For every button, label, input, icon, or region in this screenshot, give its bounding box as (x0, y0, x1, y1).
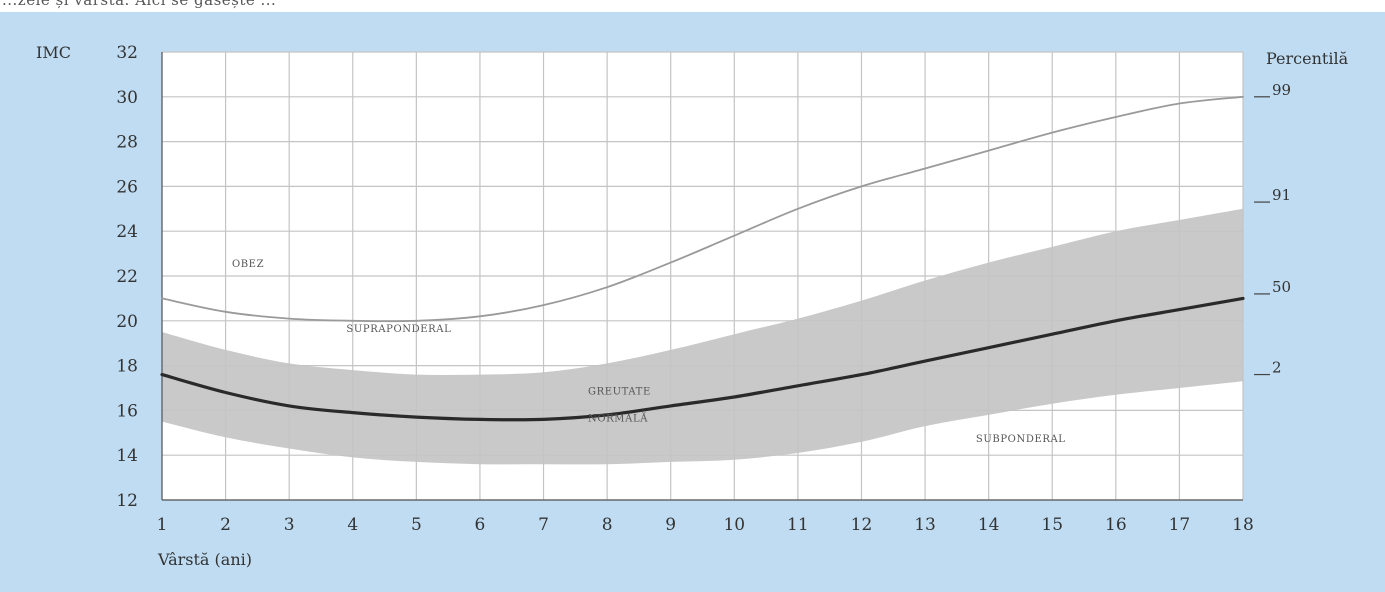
zone-label-greutate: GREUTATE (588, 387, 651, 398)
normal-weight-band (162, 208, 1243, 465)
percentile-label-99: 99 (1272, 81, 1291, 99)
percentile-label-91: 91 (1272, 186, 1291, 204)
header-fragment-strip: ...zele și vârstă. Aici se găsește ... (0, 0, 1385, 12)
header-fragment-text: ...zele și vârstă. Aici se găsește ... (2, 0, 277, 9)
y-tick-label: 20 (116, 312, 138, 332)
grid (161, 51, 1244, 501)
y-tick-label: 26 (116, 177, 138, 197)
x-tick-label: 5 (411, 515, 422, 535)
right-axis-title: Percentilă (1266, 49, 1349, 68)
y-tick-label: 12 (116, 491, 138, 511)
x-axis-title: Vârstă (ani) (157, 550, 252, 569)
x-tick-label: 14 (978, 515, 1000, 535)
x-tick-label: 15 (1041, 515, 1063, 535)
zone-label-subponderal: SUBPONDERAL (976, 434, 1066, 445)
x-tick-label: 3 (284, 515, 295, 535)
percentile-label-2: 2 (1272, 359, 1282, 377)
x-tick-label: 7 (538, 515, 549, 535)
zone-label-normal: NORMALĂ (588, 413, 648, 425)
x-tick-label: 6 (475, 515, 486, 535)
y-tick-label: 22 (116, 267, 138, 287)
x-tick-label: 12 (851, 515, 873, 535)
series-line-p50 (160, 296, 1245, 422)
y-tick-label: 32 (116, 43, 138, 63)
x-tick-label: 8 (602, 515, 613, 535)
x-tick-label: 2 (220, 515, 231, 535)
x-tick-label: 18 (1232, 515, 1254, 535)
x-tick-label: 13 (914, 515, 936, 535)
y-tick-label: 18 (116, 357, 138, 377)
zone-label-obez: OBEZ (232, 259, 264, 270)
x-tick-label: 11 (787, 515, 809, 535)
y-axis-title: IMC (36, 43, 71, 62)
percentile-label-50: 50 (1272, 278, 1291, 296)
y-tick-label: 28 (116, 133, 138, 153)
y-tick-label: 30 (116, 88, 138, 108)
x-tick-label: 9 (665, 515, 676, 535)
y-tick-label: 14 (116, 446, 138, 466)
zone-label-supraponderal: SUPRAPONDERAL (346, 324, 451, 335)
y-tick-label: 24 (116, 222, 138, 242)
x-tick-label: 4 (347, 515, 358, 535)
x-tick-label: 16 (1105, 515, 1127, 535)
x-tick-label: 10 (723, 515, 745, 535)
series-line-p99 (161, 95, 1244, 323)
x-tick-label: 17 (1169, 515, 1191, 535)
y-tick-label: 16 (116, 401, 138, 421)
x-tick-label: 1 (157, 515, 168, 535)
